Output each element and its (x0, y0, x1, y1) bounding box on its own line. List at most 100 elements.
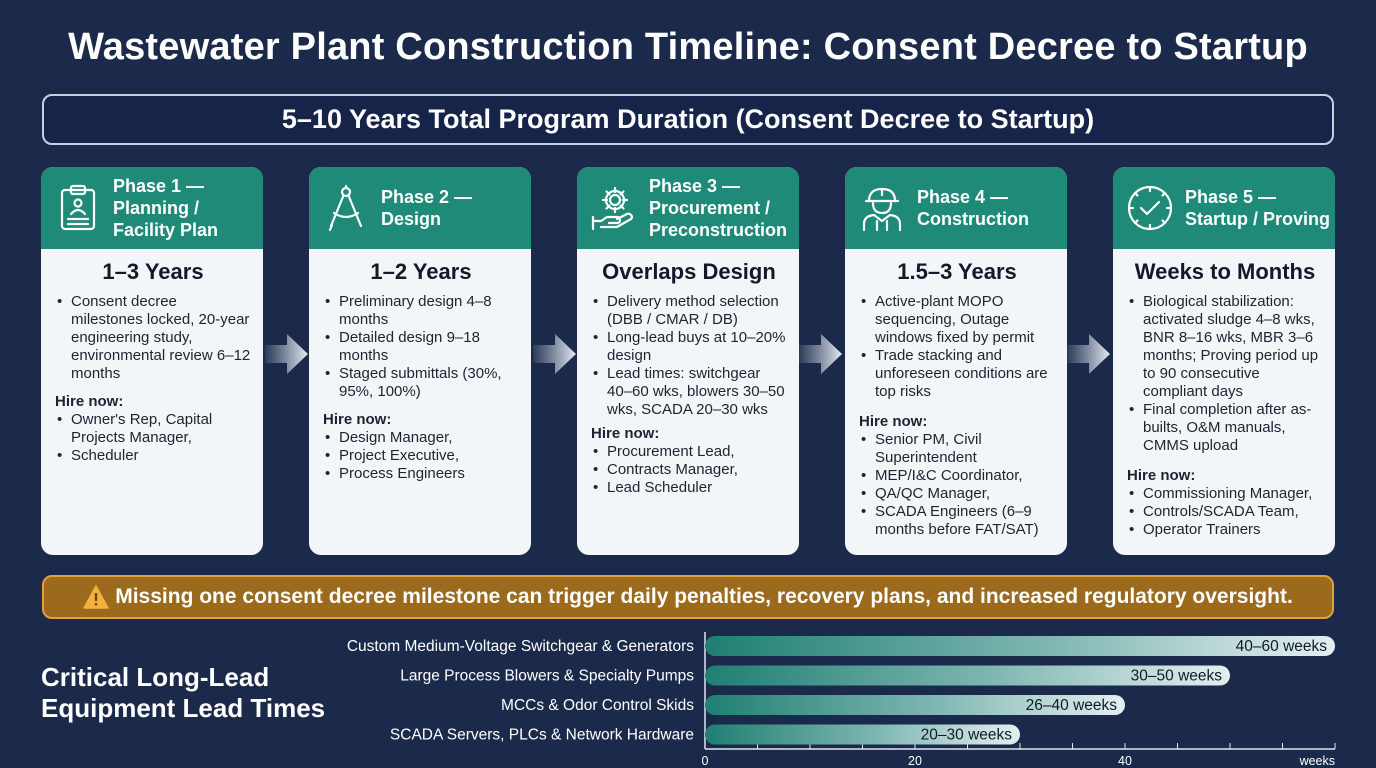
phase-bullets: Biological stabilization: activated slud… (1127, 293, 1323, 455)
phase-bullets: Delivery method selection (DBB / CMAR / … (591, 293, 787, 419)
hire-item: Contracts Manager, (591, 461, 787, 479)
hire-list: Senior PM, Civil Superintendent MEP/I&C … (859, 431, 1055, 539)
hire-item: Lead Scheduler (591, 479, 787, 497)
x-axis-label: weeks (1299, 754, 1335, 768)
phase-bullets: Preliminary design 4–8 months Detailed d… (323, 293, 519, 401)
phase-header: Phase 2 — Design (309, 167, 531, 249)
x-tick-label: 0 (702, 754, 709, 768)
hire-now-label: Hire now: (323, 411, 392, 428)
phase-duration: 1.5–3 Years (897, 259, 1017, 284)
phase-header: Phase 1 — Planning / Facility Plan (41, 167, 263, 249)
phase-title-line: Phase 5 — (1185, 187, 1277, 207)
phase-duration: Overlaps Design (602, 259, 776, 284)
long-lead-title-line: Equipment Lead Times (41, 693, 326, 723)
hire-item: Design Manager, (323, 429, 519, 447)
phase-title-line: Procurement / (649, 198, 771, 218)
category-label: Large Process Blowers & Specialty Pumps (400, 668, 694, 685)
clock-check-icon (1125, 183, 1175, 233)
phase-header: Phase 5 — Startup / Proving (1113, 167, 1335, 249)
phase-bullet: Delivery method selection (DBB / CMAR / … (591, 293, 787, 329)
data-label: 30–50 weeks (1131, 668, 1223, 685)
phase-bullet: Lead times: switchgear 40–60 wks, blower… (591, 365, 787, 419)
phase-bullet: Long-lead buys at 10–20% design (591, 329, 787, 365)
phase-title: Phase 3 — Procurement / Preconstruction (649, 175, 787, 241)
data-label: 40–60 weeks (1236, 638, 1328, 655)
phase-title: Phase 2 — Design (381, 186, 472, 230)
category-label: Custom Medium-Voltage Switchgear & Gener… (347, 638, 694, 655)
program-duration-banner: 5–10 Years Total Program Duration (Conse… (42, 94, 1334, 145)
hire-now-label: Hire now: (859, 413, 928, 430)
arrow-right-icon (799, 334, 842, 374)
phase-bullet: Staged submittals (30%, 95%, 100%) (323, 365, 519, 401)
phase-bullet: Active-plant MOPO sequencing, Outage win… (859, 293, 1055, 347)
arrow-right-icon (1067, 334, 1110, 374)
hire-item: Owner's Rep, Capital Projects Manager, (55, 411, 251, 447)
compass-icon (321, 183, 371, 233)
phase-card-3: Phase 3 — Procurement / Preconstruction … (577, 167, 799, 555)
phase-title-line: Phase 4 — (917, 187, 1009, 207)
phase-duration: 1–2 Years (370, 259, 472, 284)
hire-now-label: Hire now: (591, 425, 660, 442)
hire-list: Owner's Rep, Capital Projects Manager, S… (55, 411, 251, 465)
long-lead-title-line: Critical Long-Lead (41, 662, 270, 692)
data-label: 20–30 weeks (921, 727, 1013, 744)
phase-bullets: Consent decree milestones locked, 20-yea… (55, 293, 251, 383)
page-title: Wastewater Plant Construction Timeline: … (68, 26, 1308, 68)
hire-item: Procurement Lead, (591, 443, 787, 461)
gear-hand-icon (589, 183, 639, 233)
lead-time-bar (705, 695, 1125, 715)
hire-now-label: Hire now: (1127, 467, 1196, 484)
warning-icon (83, 585, 109, 609)
phase-bullet: Biological stabilization: activated slud… (1127, 293, 1323, 401)
phase-header: Phase 4 — Construction (845, 167, 1067, 249)
hire-list: Design Manager, Project Executive, Proce… (323, 429, 519, 483)
phase-bullet: Trade stacking and unforeseen conditions… (859, 347, 1055, 401)
phase-title-line: Phase 1 — (113, 176, 205, 196)
hire-now-label: Hire now: (55, 393, 124, 410)
warning-banner: Missing one consent decree milestone can… (42, 575, 1334, 619)
phase-bullet: Preliminary design 4–8 months (323, 293, 519, 329)
phase-bullet: Final completion after as-builts, O&M ma… (1127, 401, 1323, 455)
phase-title-line: Construction (917, 209, 1029, 229)
arrow-right-icon (533, 334, 576, 374)
hire-item: Process Engineers (323, 465, 519, 483)
hire-item: QA/QC Manager, (859, 485, 1055, 503)
phase-header: Phase 3 — Procurement / Preconstruction (577, 167, 799, 249)
phase-bullet: Consent decree milestones locked, 20-yea… (55, 293, 251, 383)
hire-item: Senior PM, Civil Superintendent (859, 431, 1055, 467)
phase-title-line: Design (381, 209, 442, 229)
long-lead-title: Critical Long-Lead Equipment Lead Times (41, 662, 325, 724)
hire-item: SCADA Engineers (6–9 months before FAT/S… (859, 503, 1055, 539)
hire-list: Commissioning Manager, Controls/SCADA Te… (1127, 485, 1323, 539)
x-tick-label: 40 (1118, 754, 1132, 768)
phase-card-4: Phase 4 — Construction 1.5–3 Years Activ… (845, 167, 1067, 555)
phase-card-1: Phase 1 — Planning / Facility Plan 1–3 Y… (41, 167, 263, 555)
hire-item: Project Executive, (323, 447, 519, 465)
x-tick-label: 20 (908, 754, 922, 768)
phase-title-line: Phase 2 — (381, 187, 473, 207)
phase-title-line: Startup / Proving (1185, 209, 1331, 229)
phase-title-line: Planning / (113, 198, 200, 218)
phase-card-2: Phase 2 — Design 1–2 Years Preliminary d… (309, 167, 531, 555)
hire-item: Controls/SCADA Team, (1127, 503, 1323, 521)
lead-time-bar (705, 724, 1020, 745)
phase-bullet: Detailed design 9–18 months (323, 329, 519, 365)
phase-title: Phase 5 — Startup / Proving (1185, 186, 1330, 230)
phase-title: Phase 4 — Construction (917, 186, 1029, 230)
category-label: MCCs & Odor Control Skids (501, 697, 694, 714)
hire-item: Scheduler (55, 447, 251, 465)
phase-title-line: Phase 3 — (649, 176, 741, 196)
hire-item: Operator Trainers (1127, 521, 1323, 539)
phase-bullets: Active-plant MOPO sequencing, Outage win… (859, 293, 1055, 401)
clipboard-icon (53, 183, 103, 233)
lead-time-bar (705, 636, 1335, 656)
category-label: SCADA Servers, PLCs & Network Hardware (390, 727, 694, 744)
phase-title-line: Preconstruction (649, 220, 788, 240)
phase-duration: 1–3 Years (102, 259, 204, 284)
hire-item: Commissioning Manager, (1127, 485, 1323, 503)
hire-list: Procurement Lead, Contracts Manager, Lea… (591, 443, 787, 497)
phase-duration: Weeks to Months (1134, 259, 1316, 284)
phase-title-line: Facility Plan (113, 220, 219, 240)
phase-title: Phase 1 — Planning / Facility Plan (113, 175, 218, 241)
